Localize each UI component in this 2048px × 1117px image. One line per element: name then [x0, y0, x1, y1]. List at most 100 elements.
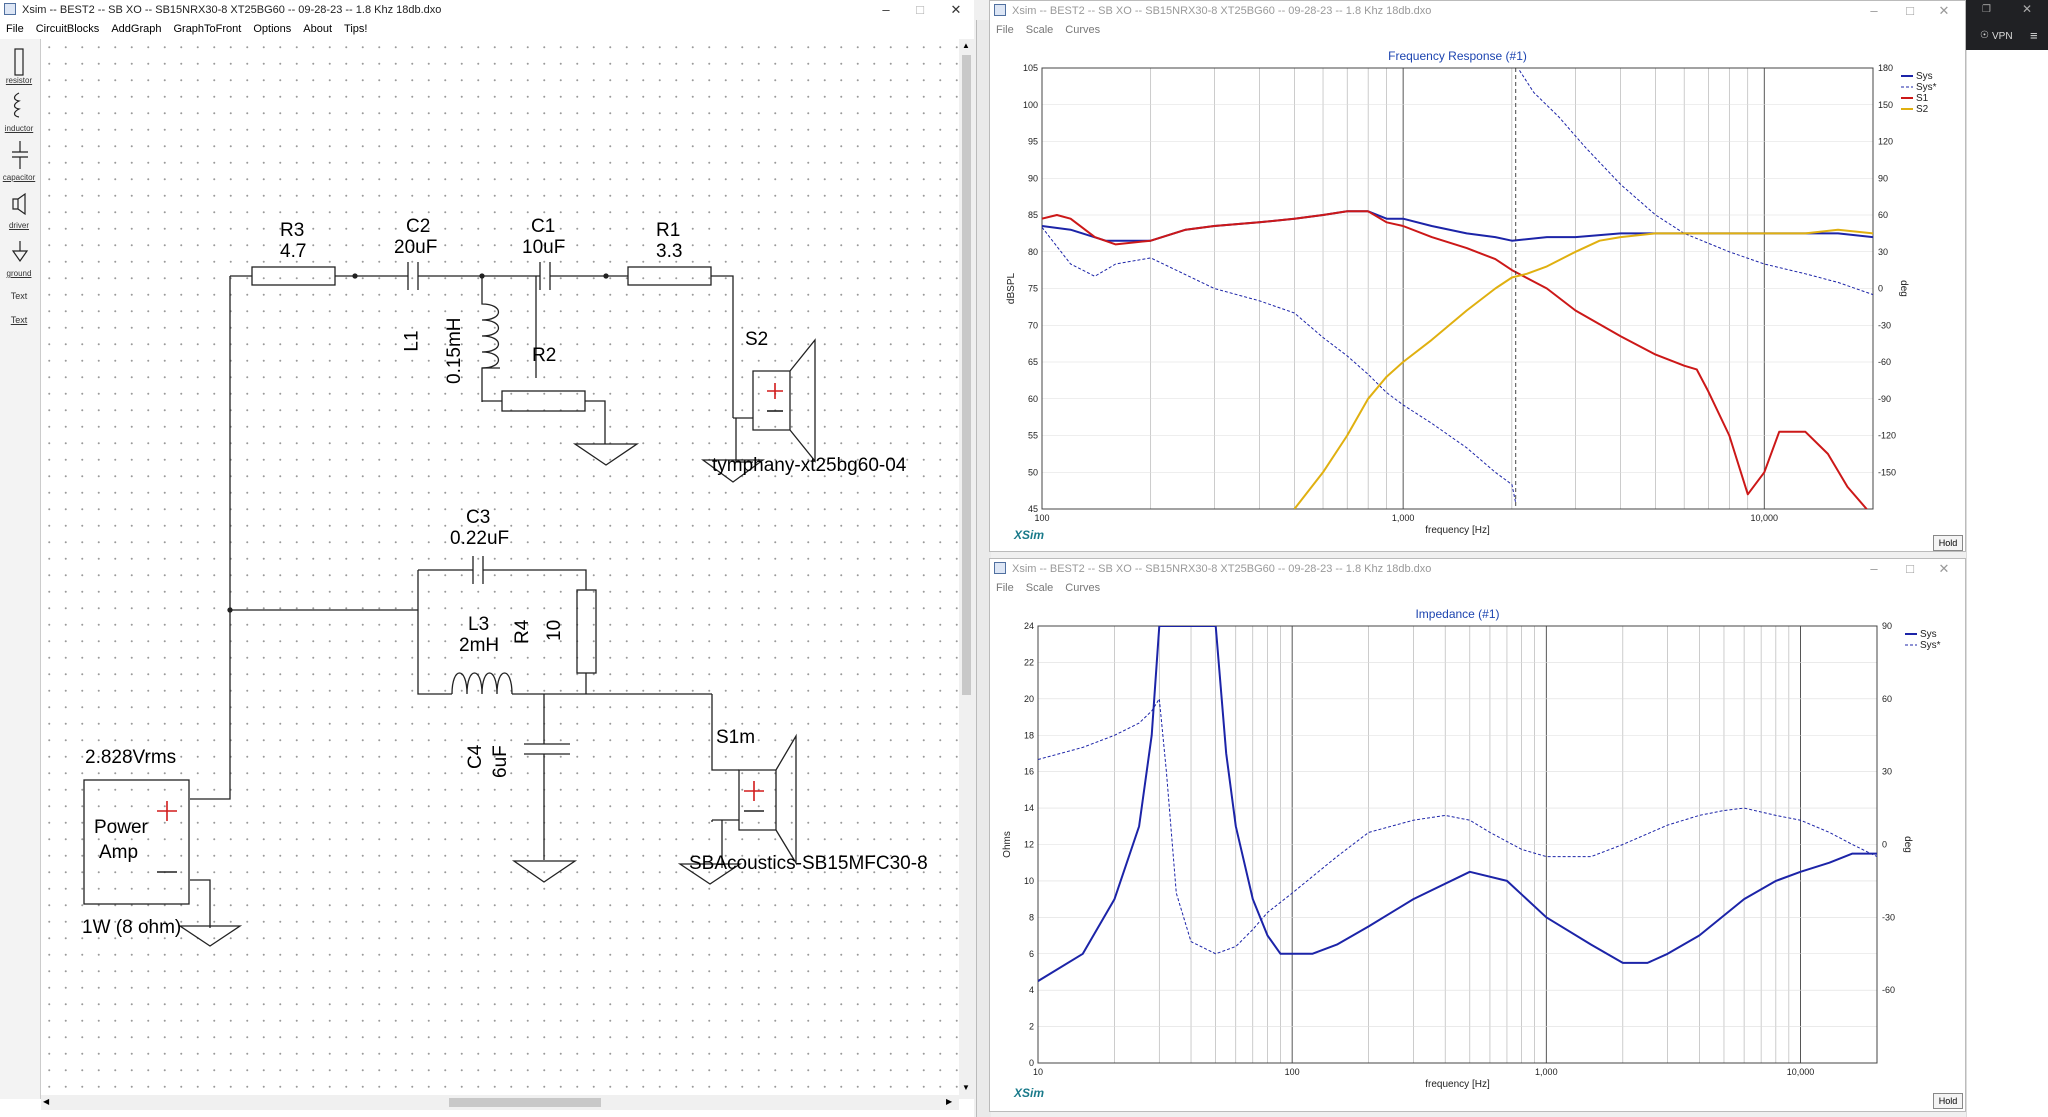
hold-button[interactable]: Hold — [1933, 535, 1963, 551]
y2-tick-label: -150 — [1878, 467, 1896, 477]
legend-label: Sys — [1920, 629, 1937, 640]
maximize-icon[interactable]: □ — [916, 2, 924, 17]
c3-name: C3 — [466, 507, 491, 528]
vpn-label[interactable]: VPN — [1992, 31, 2013, 42]
tool-text-underlined[interactable]: Text — [10, 315, 28, 325]
amp-label-amp: Amp — [99, 842, 139, 863]
s1m-symbol — [738, 733, 797, 866]
y2-tick-label: 90 — [1882, 621, 1892, 631]
menu-file[interactable]: File — [996, 582, 1014, 594]
power-amp-symbol — [83, 779, 190, 905]
y2-tick-label: 0 — [1882, 840, 1887, 850]
menu-curves[interactable]: Curves — [1065, 24, 1101, 36]
impedance-chart[interactable]: Impedance (#1)024681012141618202224-60-3… — [990, 598, 1965, 1098]
menu-icon[interactable]: ≡ — [2030, 28, 2038, 43]
y2-tick-label: 150 — [1878, 100, 1893, 110]
schematic-wiring — [83, 262, 816, 947]
inductor-tool-icon[interactable] — [12, 91, 26, 123]
chart-title: Frequency Response (#1) — [1388, 49, 1527, 63]
right-blank-panel — [1966, 50, 2048, 1117]
scroll-right-icon[interactable]: ▶ — [946, 1097, 953, 1106]
r4-name: R4 — [512, 619, 533, 644]
maximize-icon[interactable]: □ — [1906, 561, 1914, 576]
menu-graphtofront[interactable]: GraphToFront — [173, 23, 242, 35]
series-line-sys-star — [1042, 70, 1873, 504]
ground-tool-icon[interactable] — [10, 239, 30, 265]
tool-driver[interactable]: driver — [8, 221, 29, 230]
tool-text[interactable]: Text — [10, 291, 28, 301]
menu-scale[interactable]: Scale — [1025, 24, 1054, 36]
c3-value: 0.22uF — [450, 528, 510, 549]
x-tick-label: 10,000 — [1751, 513, 1779, 523]
tool-ground[interactable]: ground — [6, 269, 32, 278]
menu-about[interactable]: About — [303, 23, 333, 35]
vpn-icon[interactable]: ☉ — [1980, 30, 1989, 41]
horizontal-scrollbar[interactable]: ◀ ▶ — [41, 1095, 959, 1110]
minimize-icon[interactable]: – — [1870, 561, 1878, 576]
scroll-down-icon[interactable]: ▼ — [962, 1083, 970, 1092]
menu-file[interactable]: File — [996, 24, 1014, 36]
freq-titlebar: Xsim -- BEST2 -- SB XO -- SB15NRX30-8 XT… — [990, 1, 1965, 21]
close-icon[interactable]: ✕ — [950, 2, 962, 17]
menu-scale[interactable]: Scale — [1025, 582, 1054, 594]
schematic-menubar: File CircuitBlocks AddGraph GraphToFront Opt… — [0, 20, 974, 39]
y-tick-label: 8 — [1029, 912, 1034, 922]
s1m-name: S1m — [716, 727, 756, 748]
y-tick-label: 45 — [1028, 504, 1038, 514]
y2-tick-label: -60 — [1878, 357, 1891, 367]
scroll-left-icon[interactable]: ◀ — [43, 1097, 50, 1106]
r2-symbol — [501, 390, 586, 412]
scroll-up-icon[interactable]: ▲ — [962, 41, 970, 50]
y-tick-label: 55 — [1028, 431, 1038, 441]
freq-menubar: File Scale Curves — [990, 21, 1965, 40]
amp-label-power: Power — [94, 817, 148, 838]
y-tick-label: 22 — [1024, 657, 1034, 667]
y-tick-label: 75 — [1028, 284, 1038, 294]
resistor-tool-icon[interactable] — [12, 47, 26, 79]
amp-voltage: 2.828Vrms — [85, 747, 177, 768]
vertical-scrollbar[interactable]: ▲ ▼ — [959, 39, 974, 1099]
close-icon[interactable]: ✕ — [2022, 2, 2033, 16]
y-tick-label: 65 — [1028, 357, 1038, 367]
xsim-brand: XSim — [1014, 1086, 1045, 1100]
y2-tick-label: -60 — [1882, 985, 1895, 995]
driver-tool-icon[interactable] — [10, 191, 30, 217]
y2-tick-label: -30 — [1878, 320, 1891, 330]
menu-addgraph[interactable]: AddGraph — [111, 23, 162, 35]
l1-value: 0.15mH — [444, 317, 465, 384]
y-tick-label: 16 — [1024, 767, 1034, 777]
menu-curves[interactable]: Curves — [1065, 582, 1101, 594]
schematic-canvas[interactable] — [41, 39, 959, 1095]
y-tick-label: 18 — [1024, 730, 1034, 740]
close-icon[interactable]: ✕ — [1938, 561, 1950, 576]
close-icon[interactable]: ✕ — [1938, 3, 1950, 18]
right-dark-strip: ❐ ✕ ☉ VPN ≡ — [1966, 0, 2048, 50]
c4-value: 6uF — [490, 745, 511, 778]
minimize-icon[interactable]: – — [1870, 3, 1878, 18]
horizontal-scroll-thumb[interactable] — [449, 1098, 601, 1107]
capacitor-tool-icon[interactable] — [10, 139, 30, 171]
menu-tips[interactable]: Tips! — [344, 23, 368, 35]
amp-power: 1W (8 ohm) — [82, 917, 182, 938]
y-tick-label: 105 — [1023, 63, 1038, 73]
restore-icon[interactable]: ❐ — [1982, 4, 1991, 15]
frequency-response-chart[interactable]: Frequency Response (#1) 45 50 55 60 65 70 75 80 8… — [990, 40, 1965, 540]
background-app-strip — [976, 20, 991, 1117]
vertical-scroll-thumb[interactable] — [962, 55, 971, 695]
y2-tick-label: -30 — [1882, 912, 1895, 922]
menu-circuitblocks[interactable]: CircuitBlocks — [35, 23, 100, 35]
series-line-sys — [1038, 626, 1877, 982]
menu-file[interactable]: File — [6, 23, 24, 35]
tool-resistor[interactable]: resistor — [5, 76, 33, 85]
component-toolbar: resistor inductor capacitor driver groun… — [0, 39, 41, 1099]
hold-button[interactable]: Hold — [1933, 1093, 1963, 1109]
series-line-sys-star — [1038, 698, 1877, 955]
tool-capacitor[interactable]: capacitor — [2, 173, 36, 182]
minimize-icon[interactable]: – — [882, 2, 890, 17]
y-tick-label: 24 — [1024, 621, 1034, 631]
tool-inductor[interactable]: inductor — [4, 124, 34, 133]
legend-label: Sys — [1916, 71, 1933, 82]
maximize-icon[interactable]: □ — [1906, 3, 1914, 18]
y-tick-label: 95 — [1028, 137, 1038, 147]
menu-options[interactable]: Options — [253, 23, 292, 35]
